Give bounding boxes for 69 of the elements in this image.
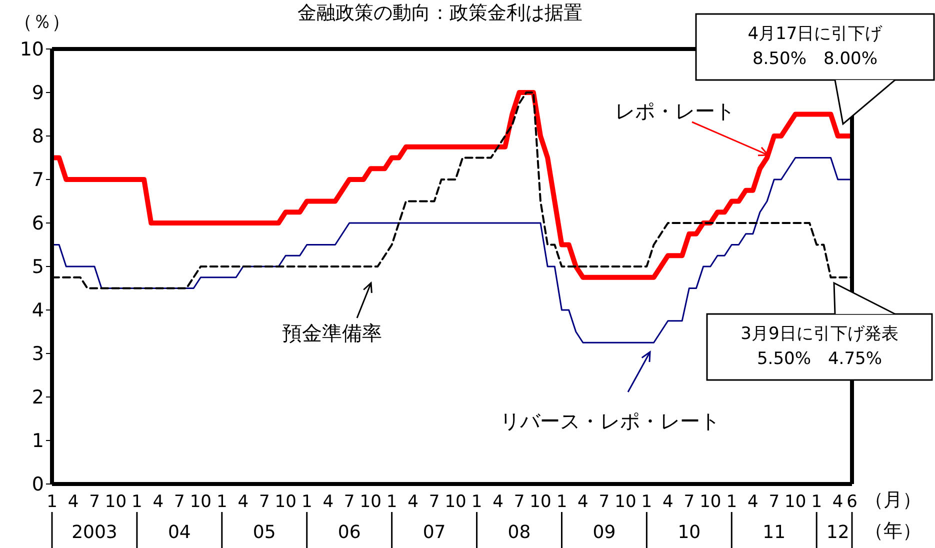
x-tick-label: 10 <box>700 492 722 512</box>
x-tick-label: 1 <box>556 492 568 512</box>
x-tick-label: 7 <box>174 492 185 512</box>
x-tick-label: 7 <box>684 492 695 512</box>
x-tick-label: 1 <box>386 492 398 512</box>
x2-axis-title: （年） <box>864 520 922 542</box>
x-tick-label: 1 <box>811 492 822 512</box>
x2-tick-label: 04 <box>168 522 191 543</box>
x-tick-label: 10 <box>784 492 806 512</box>
x2-tick-label: 10 <box>678 522 701 543</box>
y-tick-label: 8 <box>32 126 44 148</box>
x-tick-label: 10 <box>104 492 127 512</box>
x-tick-label: 1 <box>46 492 58 512</box>
x-tick-label: 4 <box>662 492 674 512</box>
y-tick-label: 6 <box>32 212 44 235</box>
x-tick-label: 10 <box>190 492 212 512</box>
x2-tick-label: 2003 <box>72 522 118 543</box>
x2-tick-label: 08 <box>508 522 531 543</box>
y-tick-label: 0 <box>32 474 44 496</box>
y-tick-label: 3 <box>32 343 44 366</box>
x2-tick-label: 11 <box>762 522 786 543</box>
x-tick-label: 10 <box>360 492 382 512</box>
y-tick-label: 4 <box>32 300 44 322</box>
x-tick-label: 7 <box>598 492 610 512</box>
y-tick-label: 9 <box>32 82 44 104</box>
x-tick-label: 10 <box>444 492 466 512</box>
x-tick-label: 4 <box>747 492 758 512</box>
x-tick-label: 7 <box>768 492 780 512</box>
x-tick-label: 1 <box>641 492 652 512</box>
x-tick-label: 7 <box>89 492 100 512</box>
x-tick-label: 1 <box>471 492 482 512</box>
x-tick-label: 4 <box>408 492 418 512</box>
x-tick-label: 7 <box>258 492 270 512</box>
x-tick-label: 4 <box>152 492 164 512</box>
legend-label: 預金準備率 <box>282 321 382 345</box>
x2-tick-label: 12 <box>826 522 850 543</box>
x-tick-label: 1 <box>301 492 312 512</box>
annotation: 4月17日に引下げ 8.50% 8.00% <box>748 24 884 69</box>
text: レポ・レート <box>615 99 735 123</box>
x-tick-label: 4 <box>832 492 844 512</box>
y-tick-label: 7 <box>32 169 44 192</box>
x-tick-label: 4 <box>578 492 588 512</box>
x-tick-label: 1 <box>216 492 228 512</box>
y-tick-label: 10 <box>20 38 44 61</box>
y-tick-label: 2 <box>32 386 44 409</box>
chart-title: 金融政策の動向：政策金利は据置 <box>298 2 582 24</box>
annotation: 3月9日に引下げ発表 5.50% 4.75% <box>740 324 898 369</box>
y-axis-title: （％） <box>14 11 70 33</box>
y-tick-label: 5 <box>32 256 44 278</box>
y-tick-label: 1 <box>32 430 44 452</box>
x-tick-label: 4 <box>238 492 249 512</box>
legend-label: リバース・レポ・レート <box>500 409 720 433</box>
x2-tick-label: 06 <box>338 522 361 543</box>
x-tick-label: 7 <box>344 492 355 512</box>
x-tick-label: 1 <box>132 492 142 512</box>
x-tick-label: 4 <box>492 492 504 512</box>
x-tick-label: 7 <box>514 492 525 512</box>
x-tick-label: 10 <box>530 492 552 512</box>
x-axis-title: （月） <box>864 489 922 511</box>
x2-tick-label: 09 <box>592 522 616 543</box>
x-tick-label: 4 <box>68 492 79 512</box>
x-tick-label: 4 <box>322 492 334 512</box>
x-tick-label: 6 <box>846 492 858 512</box>
x-tick-label: 7 <box>428 492 440 512</box>
x2-tick-label: 05 <box>252 522 276 543</box>
x-tick-label: 10 <box>614 492 636 512</box>
x2-tick-label: 07 <box>422 522 446 543</box>
x-tick-label: 10 <box>274 492 296 512</box>
x-tick-label: 1 <box>726 492 738 512</box>
